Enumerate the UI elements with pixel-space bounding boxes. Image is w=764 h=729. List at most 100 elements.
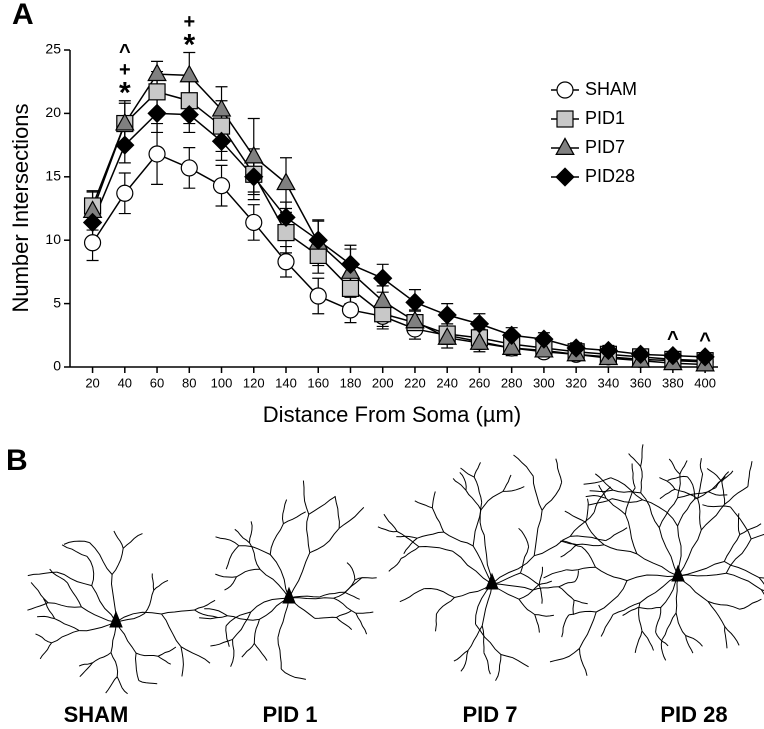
- dendrite: [518, 598, 536, 616]
- dendrite: [473, 462, 481, 478]
- dendrite: [724, 626, 740, 646]
- x-tick-label: 160: [307, 375, 329, 390]
- dendrite: [400, 546, 420, 559]
- neuron: [199, 480, 377, 680]
- dendrite: [194, 599, 216, 611]
- marker: [211, 98, 232, 117]
- marker: [147, 63, 167, 82]
- dendrite: [594, 473, 614, 491]
- dendrite: [355, 613, 368, 635]
- marker: [469, 314, 490, 334]
- x-tick-label: 40: [118, 375, 132, 390]
- dendrite: [81, 606, 117, 623]
- dendrite: [151, 573, 155, 591]
- marker: [243, 145, 264, 164]
- dendrite: [475, 583, 493, 625]
- dendrite: [269, 523, 284, 555]
- neuron-label: PID 7: [462, 702, 517, 727]
- dendrite: [51, 630, 80, 644]
- dendrite: [491, 583, 533, 591]
- dendrite: [675, 612, 686, 636]
- dendrite: [495, 654, 502, 681]
- dendrite: [79, 662, 93, 678]
- dendrite: [336, 617, 353, 630]
- neuron-label: PID 28: [660, 702, 727, 727]
- dendrite: [277, 597, 290, 638]
- soma: [671, 564, 685, 582]
- dendrite: [611, 498, 643, 503]
- x-axis-title: Distance From Soma (µm): [263, 402, 521, 427]
- dendrite: [111, 548, 124, 575]
- x-tick-label: 80: [182, 375, 196, 390]
- dendrite: [460, 467, 475, 478]
- dendrite: [236, 568, 260, 578]
- dendrite: [227, 615, 260, 621]
- dendrite: [116, 676, 128, 695]
- marker: [114, 112, 135, 131]
- marker: [405, 310, 425, 329]
- dendrite: [403, 537, 418, 554]
- dendrite: [583, 477, 611, 485]
- dendrite: [534, 614, 554, 617]
- dendrite: [414, 500, 433, 509]
- dendrite: [122, 533, 143, 549]
- dendrite: [396, 535, 418, 539]
- dendrite: [435, 597, 455, 615]
- dendrite: [569, 511, 595, 537]
- dendrite: [383, 513, 398, 532]
- x-tick-label: 280: [501, 375, 523, 390]
- dendrite: [388, 558, 402, 572]
- dendrite: [288, 597, 334, 600]
- dendrite: [269, 554, 290, 599]
- dendrite: [115, 611, 162, 623]
- dendrite: [699, 458, 704, 475]
- dendrite: [659, 488, 676, 500]
- y-tick-label: 25: [45, 41, 61, 57]
- dendrite: [78, 662, 93, 667]
- significance-mark: *: [119, 77, 131, 110]
- dendrite: [708, 491, 728, 496]
- marker: [277, 253, 295, 271]
- marker: [148, 83, 166, 101]
- dendrite: [555, 458, 563, 483]
- marker: [179, 64, 200, 83]
- dendrite: [459, 472, 467, 491]
- dendrite: [135, 652, 159, 657]
- marker: [211, 131, 232, 151]
- dendrite: [234, 528, 250, 544]
- x-tick-label: 300: [533, 375, 555, 390]
- marker: [501, 337, 522, 355]
- dendrite: [105, 676, 118, 694]
- significance-mark: +: [183, 11, 195, 33]
- dendrite: [431, 507, 445, 533]
- dendrite: [354, 577, 377, 581]
- dendrite: [723, 534, 741, 562]
- dendrite: [659, 477, 676, 490]
- series: [86, 93, 712, 362]
- dendrite: [259, 568, 290, 599]
- dendrite: [460, 650, 469, 672]
- dendrite: [502, 474, 512, 492]
- x-tick-label: 180: [340, 375, 362, 390]
- dendrite: [532, 476, 543, 511]
- dendrite: [481, 625, 485, 653]
- dendrite: [560, 540, 577, 546]
- marker: [341, 301, 360, 319]
- x-tick-label: 140: [275, 375, 297, 390]
- dendrite: [424, 587, 455, 598]
- dendrite: [399, 588, 425, 603]
- dendrite: [86, 556, 95, 586]
- dendrite: [47, 602, 82, 608]
- dendrite: [677, 474, 681, 498]
- dendrite: [465, 490, 482, 511]
- dendrite: [210, 638, 233, 647]
- dendrite: [306, 514, 311, 553]
- marker: [341, 279, 360, 297]
- x-tick-label: 320: [565, 375, 587, 390]
- dendrite: [677, 572, 727, 577]
- series: [86, 122, 712, 367]
- dendrite: [520, 572, 540, 586]
- dendrite: [204, 608, 228, 617]
- dendrite: [250, 597, 290, 613]
- dendrite: [640, 492, 660, 528]
